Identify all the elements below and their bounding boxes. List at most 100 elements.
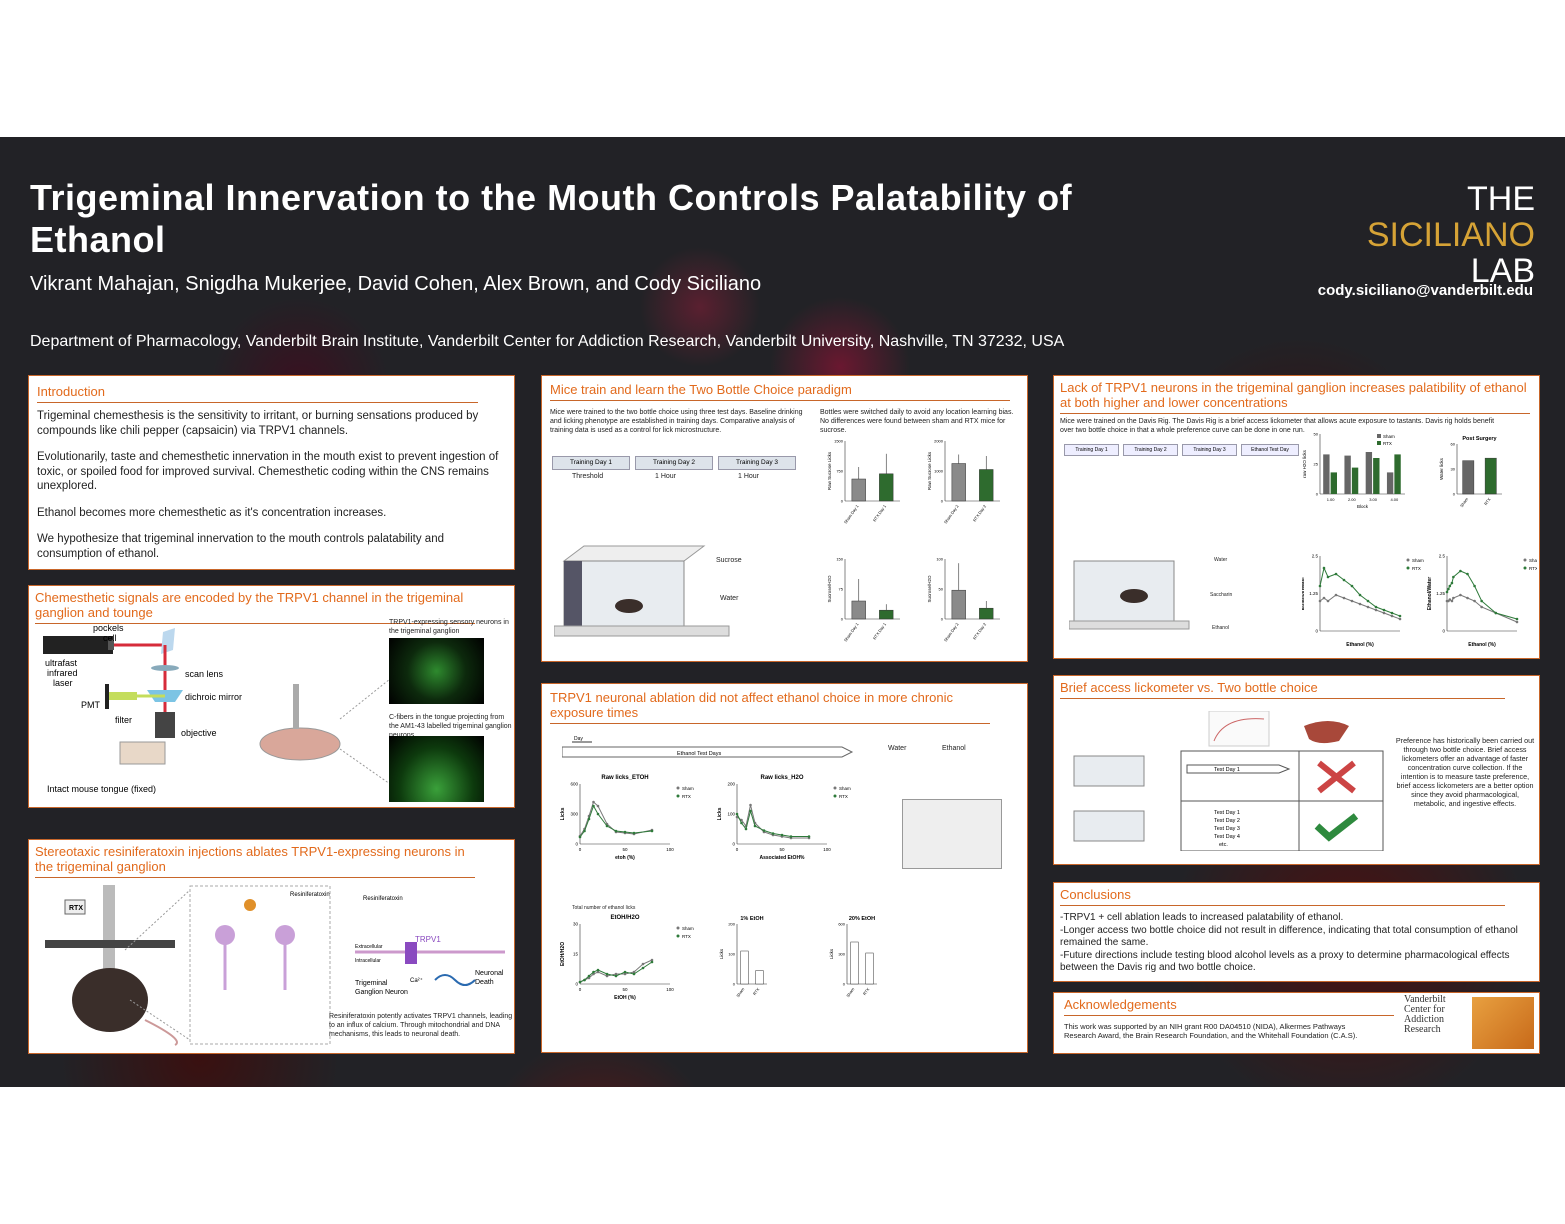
cap-ganglion: TRPV1-expressing sensory neurons in the …: [389, 619, 509, 635]
label-cell: cell: [103, 633, 117, 643]
tick-label: RTX: [752, 986, 761, 996]
tick-label: 0: [941, 617, 944, 622]
laser-shape: [43, 636, 113, 654]
x-label: Ethanol (%): [1346, 642, 1374, 648]
data-point: [1447, 587, 1450, 591]
ack-title: Acknowledgements: [1064, 997, 1394, 1016]
data-point: [578, 980, 582, 984]
brief-td-c: Test Day 3: [1214, 826, 1240, 832]
davis-day-3: Training Day 3: [1182, 444, 1237, 456]
chronic-cage: [902, 799, 1002, 869]
tick-label: 0: [1316, 492, 1319, 497]
chronic-title: TRPV1 neuronal ablation did not affect e…: [550, 690, 990, 724]
x-label: Block: [1357, 504, 1369, 509]
tick-label: 50: [939, 587, 944, 592]
data-point: [623, 972, 627, 976]
data-point: [1366, 605, 1370, 609]
brief-td1: Test Day 1: [1214, 767, 1240, 773]
label-death-2: Death: [475, 979, 494, 986]
bar: [740, 950, 749, 985]
panel-two-bottle: Mice train and learn the Two Bottle Choi…: [541, 375, 1028, 662]
tick-label: 50: [1314, 432, 1319, 437]
lab-logo-siciliano: SICILIANO: [1366, 216, 1535, 254]
authors: Vikrant Mahajan, Snigdha Mukerjee, David…: [30, 273, 762, 295]
label-intra: Intracellular: [355, 958, 381, 964]
data-point: [596, 968, 600, 972]
series-line: [1447, 594, 1518, 623]
data-point: [583, 978, 586, 982]
data-point: [1515, 617, 1519, 621]
tick-label: 30: [573, 922, 579, 927]
label-scan-lens: scan lens: [185, 669, 224, 679]
data-point: [762, 829, 766, 832]
legend-marker: [1406, 558, 1410, 562]
legend-marker: [833, 786, 837, 790]
data-point: [632, 970, 636, 974]
timeline: Day Ethanol Test Days: [562, 736, 854, 758]
tick-label: 1000: [934, 469, 944, 474]
data-point: [1445, 590, 1449, 594]
contact-email[interactable]: cody.siciliano@vanderbilt.edu: [1317, 282, 1533, 299]
data-point: [753, 824, 757, 828]
concl-title: Conclusions: [1060, 887, 1505, 906]
data-point: [1494, 611, 1498, 615]
data-point: [1450, 599, 1454, 603]
panel-introduction: Introduction Trigeminal chemesthesis is …: [28, 375, 515, 570]
tick-label: 2.5: [1312, 554, 1319, 559]
data-point: [1322, 596, 1326, 600]
vu-logo-1: Vanderbilt: [1404, 994, 1446, 1005]
label-pmt: PMT: [81, 700, 101, 710]
legend-marker: [1523, 558, 1527, 562]
legend-swatch: [1377, 434, 1381, 438]
series-line: [579, 801, 653, 837]
data-point: [632, 972, 636, 976]
data-point: [587, 976, 591, 980]
data-point: [623, 970, 627, 974]
tick-label: 30: [1451, 467, 1456, 472]
data-point: [749, 803, 752, 807]
panel-brief-access: Brief access lickometer vs. Two bottle c…: [1053, 675, 1540, 865]
data-point: [1452, 575, 1455, 579]
tick-label: 150: [836, 557, 843, 562]
label-saccharin: Saccharin: [1210, 592, 1233, 598]
poster-title: Trigeminal Innervation to the Mouth Cont…: [30, 177, 1072, 261]
y-label: Sucrose/H2O: [827, 575, 832, 603]
tick-label: 75: [839, 587, 844, 592]
intro-p1: Trigeminal chemesthesis is the sensitivi…: [37, 410, 479, 437]
label-trpv1: TRPV1: [415, 935, 441, 944]
bar: [1365, 452, 1373, 494]
tick-label: 0: [579, 987, 582, 992]
tick-label: Sham Day 2: [943, 503, 960, 525]
tick-label: 100: [666, 987, 674, 992]
intro-p3: Ethanol becomes more chemesthetic as it'…: [37, 506, 387, 519]
data-point: [1459, 593, 1462, 597]
chart-title: 20% EtOH: [849, 916, 875, 922]
data-point: [605, 972, 609, 976]
tick-label: 25: [1314, 462, 1319, 467]
label-laser-3: laser: [53, 678, 73, 688]
data-point: [592, 804, 595, 808]
concl-l1: -TRPV1 + cell ablation leads to increase…: [1060, 912, 1344, 923]
label-dichroic: dichroic mirror: [185, 692, 242, 702]
data-point: [1473, 584, 1476, 588]
data-point: [1480, 605, 1483, 609]
legend-label: Sham: [1529, 558, 1537, 563]
panel-chronic: TRPV1 neuronal ablation did not affect e…: [541, 683, 1028, 1053]
tick-label: 0: [1453, 492, 1456, 497]
data-point: [592, 970, 595, 974]
tick-label: 1.25: [1309, 591, 1318, 596]
train-title: Mice train and learn the Two Bottle Choi…: [550, 382, 1010, 401]
series-line: [736, 809, 809, 837]
y-label: Ethanol/Water: [1302, 577, 1306, 610]
tick-label: RTX Day 2: [972, 621, 988, 640]
bar: [851, 478, 866, 502]
data-point: [789, 835, 793, 838]
train-desc-2: Bottles were switched daily to avoid any…: [820, 409, 1014, 434]
tick-label: Sham Day 2: [943, 621, 960, 643]
data-point: [587, 974, 591, 978]
tick-label: 3.00: [1369, 497, 1378, 502]
tick-label: 1.25: [1436, 591, 1445, 596]
label-rtx: RTX: [69, 905, 83, 912]
davis-day-4: Ethanol Test Day: [1241, 444, 1299, 456]
label-laser-2: infrared: [47, 668, 78, 678]
